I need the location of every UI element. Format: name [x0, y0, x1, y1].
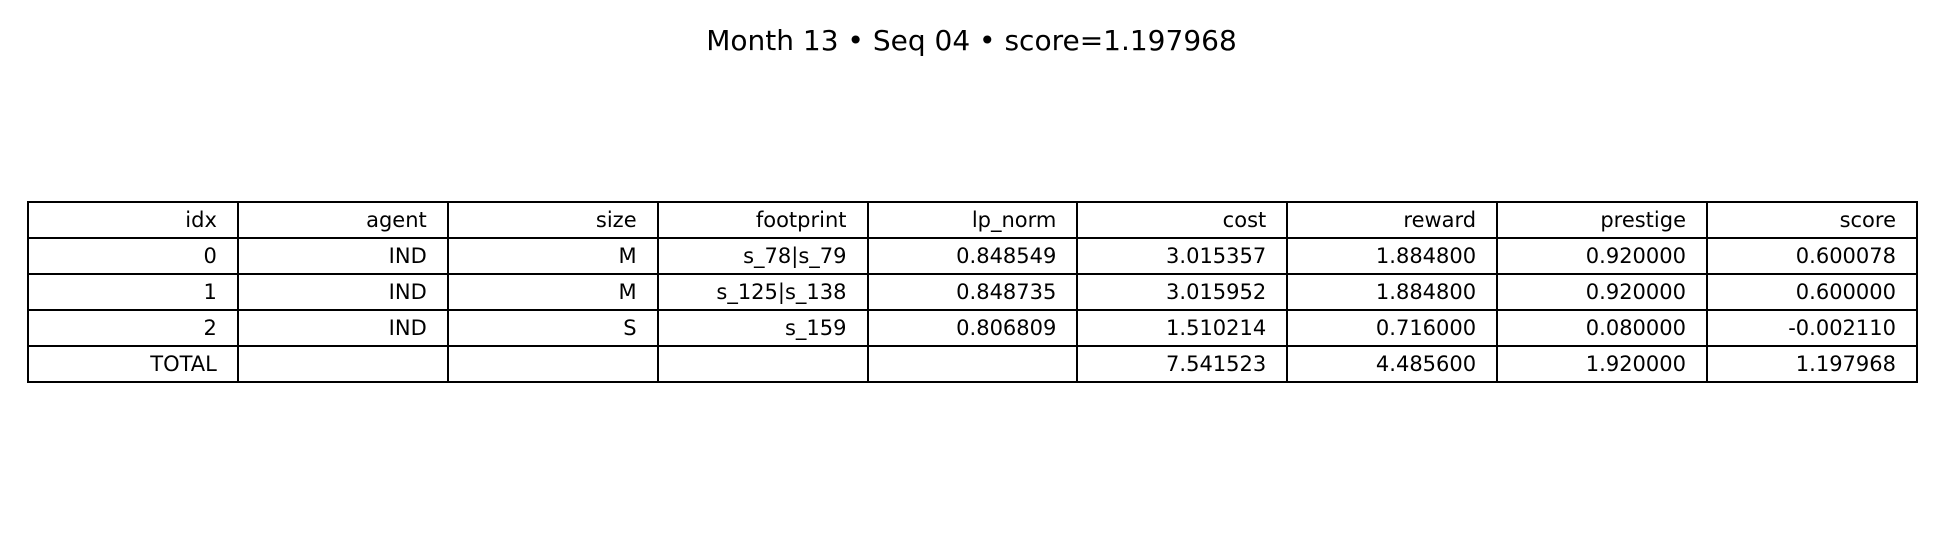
table-cell-footprint	[656, 345, 869, 383]
table-cell-score: 0.600078	[1706, 237, 1918, 275]
table-cell-footprint: s_159	[656, 309, 869, 347]
column-header-score: score	[1706, 201, 1918, 239]
table-cell-lp-norm	[866, 345, 1079, 383]
table-cell-idx: 1	[27, 273, 239, 311]
table-cell-score: 1.197968	[1706, 345, 1918, 383]
column-header-cost: cost	[1076, 201, 1289, 239]
table-cell-prestige: 0.080000	[1496, 309, 1708, 347]
column-header-size: size	[446, 201, 659, 239]
table-cell-lp-norm: 0.848549	[866, 237, 1079, 275]
table-body: idx agent size footprint lp_norm cost reward pr…	[27, 201, 1918, 383]
table-cell-reward: 0.716000	[1286, 309, 1499, 347]
data-table: idx agent size footprint lp_norm cost reward pr…	[27, 201, 1918, 383]
chart-title: Month 13 • Seq 04 • score=1.197968	[706, 24, 1237, 57]
column-header-agent: agent	[236, 201, 449, 239]
table-cell-size: S	[446, 309, 659, 347]
column-header-prestige: prestige	[1496, 201, 1708, 239]
table-cell-cost: 3.015952	[1076, 273, 1289, 311]
table-cell-footprint: s_125|s_138	[656, 273, 869, 311]
table-cell-lp-norm: 0.848735	[866, 273, 1079, 311]
table-cell-score: -0.002110	[1706, 309, 1918, 347]
column-header-reward: reward	[1286, 201, 1499, 239]
table-cell-prestige: 1.920000	[1496, 345, 1708, 383]
table-cell-idx: TOTAL	[27, 345, 239, 383]
table-cell-lp-norm: 0.806809	[866, 309, 1079, 347]
table-cell-reward: 1.884800	[1286, 237, 1499, 275]
table-cell-prestige: 0.920000	[1496, 273, 1708, 311]
table-total-row: TOTAL 7.541523 4.485600 1.920000 1.197968	[27, 345, 1918, 383]
table-cell-agent	[236, 345, 449, 383]
table-cell-reward: 1.884800	[1286, 273, 1499, 311]
table-cell-footprint: s_78|s_79	[656, 237, 869, 275]
table-cell-agent: IND	[236, 237, 449, 275]
table-cell-agent: IND	[236, 273, 449, 311]
table-cell-reward: 4.485600	[1286, 345, 1499, 383]
column-header-idx: idx	[27, 201, 239, 239]
table-cell-cost: 1.510214	[1076, 309, 1289, 347]
table-cell-prestige: 0.920000	[1496, 237, 1708, 275]
table-cell-size	[446, 345, 659, 383]
table-cell-score: 0.600000	[1706, 273, 1918, 311]
table-cell-idx: 2	[27, 309, 239, 347]
table-cell-agent: IND	[236, 309, 449, 347]
column-header-lp-norm: lp_norm	[866, 201, 1079, 239]
table-cell-size: M	[446, 273, 659, 311]
table-cell-cost: 3.015357	[1076, 237, 1289, 275]
table-cell-idx: 0	[27, 237, 239, 275]
table-cell-cost: 7.541523	[1076, 345, 1289, 383]
table-header-row: idx agent size footprint lp_norm cost reward pr…	[27, 201, 1918, 239]
table-cell-size: M	[446, 237, 659, 275]
column-header-footprint: footprint	[656, 201, 869, 239]
